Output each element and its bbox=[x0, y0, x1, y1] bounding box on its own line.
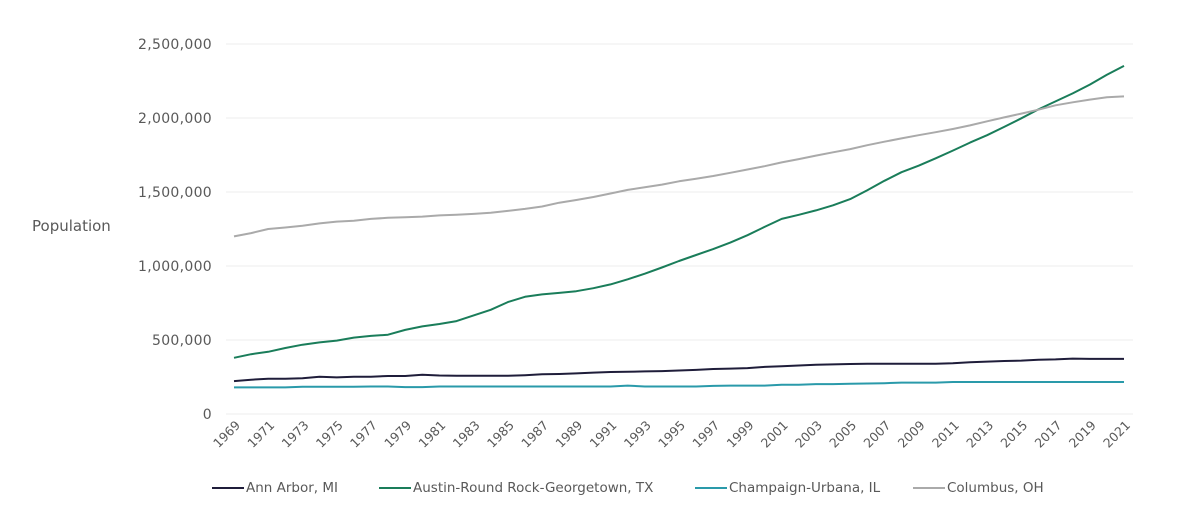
gridlines bbox=[226, 43, 1133, 415]
y-tick-label: 2,500,000 bbox=[138, 37, 212, 53]
legend-item: Austin-Round Rock-Georgetown, TX bbox=[379, 480, 653, 496]
x-tick-label: 2009 bbox=[895, 417, 928, 450]
legend-label: Ann Arbor, MI bbox=[246, 480, 339, 496]
y-axis-label: Population bbox=[32, 217, 111, 235]
y-tick-label: 1,500,000 bbox=[138, 185, 212, 201]
x-tick-label: 1999 bbox=[723, 417, 756, 450]
legend-swatch bbox=[695, 487, 727, 489]
x-tick-label: 2019 bbox=[1066, 417, 1099, 450]
x-tick-label: 1989 bbox=[552, 417, 585, 450]
y-tick-label: 0 bbox=[203, 407, 212, 423]
x-tick-label: 2005 bbox=[826, 418, 859, 451]
legend-label: Austin-Round Rock-Georgetown, TX bbox=[413, 480, 654, 496]
legend-swatch bbox=[212, 487, 244, 489]
x-tick-label: 1971 bbox=[244, 418, 277, 451]
series-line-columbus-oh bbox=[233, 95, 1125, 238]
x-tick-label: 1985 bbox=[484, 418, 517, 451]
legend-swatch bbox=[913, 487, 945, 489]
x-tick-label: 2013 bbox=[963, 418, 996, 451]
x-axis-ticks: 1969 1971 1973 1975 1977 1979 1981 1983 1985 1987… bbox=[210, 417, 1133, 450]
series-line-champaign-urbana-il bbox=[234, 381, 1124, 389]
x-tick-label: 1977 bbox=[347, 418, 380, 451]
series-line-austin-round-rock-georgetown-tx bbox=[233, 65, 1125, 359]
legend-swatch bbox=[379, 487, 411, 489]
x-tick-label: 2017 bbox=[1032, 418, 1065, 451]
x-tick-label: 1997 bbox=[689, 418, 722, 451]
x-tick-label: 2001 bbox=[758, 418, 791, 451]
y-tick-label: 500,000 bbox=[152, 333, 212, 349]
legend-item: Columbus, OH bbox=[913, 480, 1044, 496]
y-tick-label: 1,000,000 bbox=[138, 259, 212, 275]
x-tick-label: 2007 bbox=[860, 418, 893, 451]
x-tick-label: 1975 bbox=[313, 418, 346, 451]
x-tick-label: 1983 bbox=[450, 418, 483, 451]
legend-label: Champaign-Urbana, IL bbox=[729, 480, 881, 496]
x-tick-label: 1987 bbox=[518, 418, 551, 451]
x-tick-label: 2011 bbox=[929, 418, 962, 451]
x-tick-label: 2021 bbox=[1100, 418, 1133, 451]
x-tick-label: 1979 bbox=[381, 417, 414, 450]
legend-item: Champaign-Urbana, IL bbox=[695, 480, 880, 496]
x-tick-label: 1969 bbox=[210, 417, 243, 450]
x-tick-label: 1991 bbox=[587, 418, 620, 451]
x-tick-label: 1993 bbox=[621, 418, 654, 451]
x-tick-label: 2003 bbox=[792, 418, 825, 451]
series-lines bbox=[233, 65, 1125, 389]
legend: Ann Arbor, MI Austin-Round Rock-Georgetow… bbox=[0, 480, 1200, 500]
y-tick-label: 2,000,000 bbox=[138, 111, 212, 127]
x-tick-label: 2015 bbox=[997, 418, 1030, 451]
legend-label: Columbus, OH bbox=[947, 480, 1044, 496]
x-tick-label: 1973 bbox=[278, 418, 311, 451]
x-tick-label: 1981 bbox=[415, 418, 448, 451]
legend-item: Ann Arbor, MI bbox=[212, 480, 338, 496]
series-line-ann-arbor-mi bbox=[233, 357, 1124, 383]
y-axis-ticks: 0 500,000 1,000,000 1,500,000 2,000,000 2,500… bbox=[138, 37, 212, 423]
x-tick-label: 1995 bbox=[655, 418, 688, 451]
